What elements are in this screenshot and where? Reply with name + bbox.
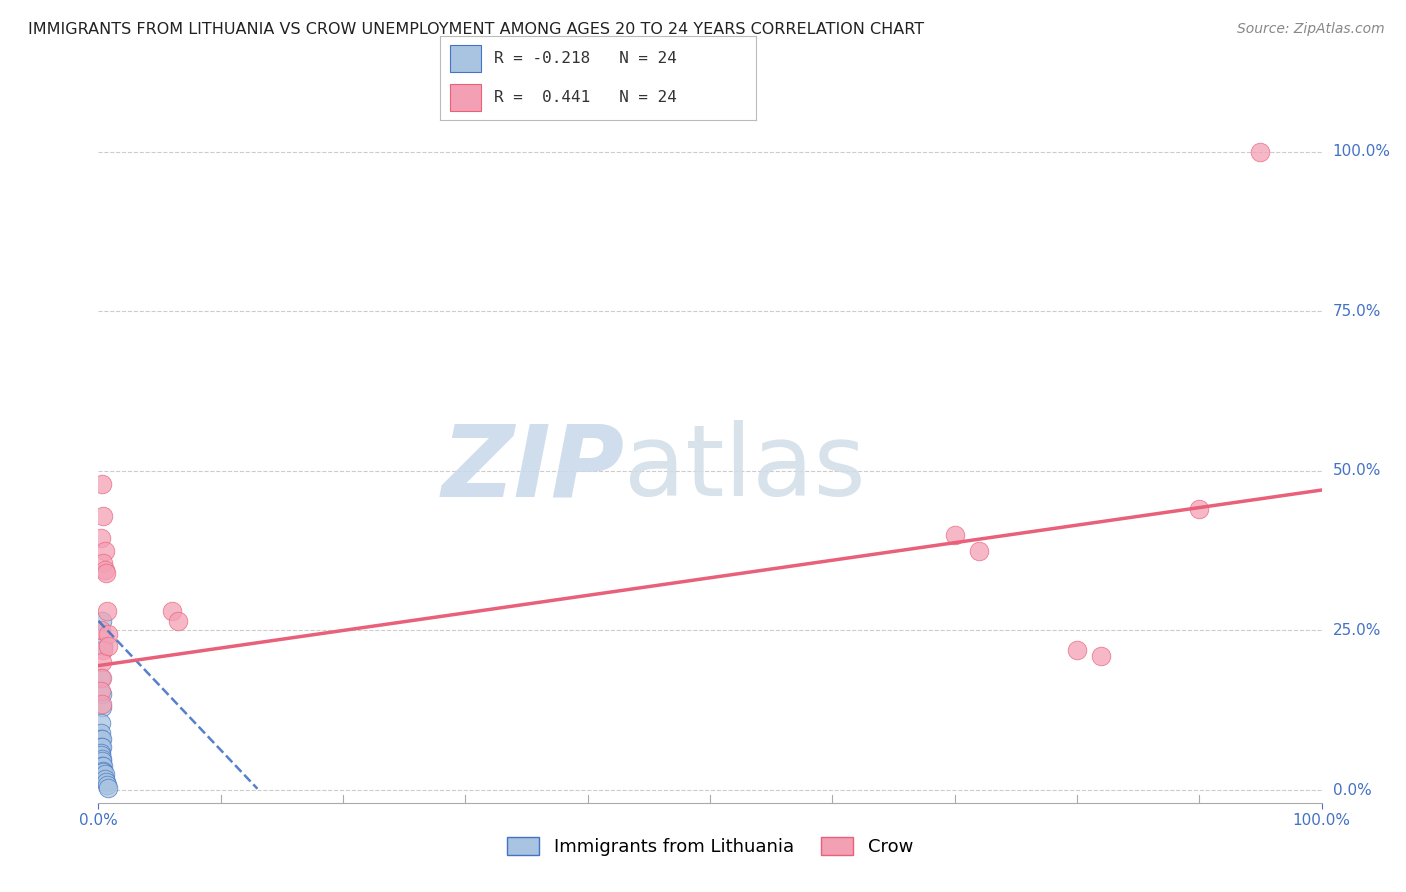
Point (91, 754, 114, 768)
Point (91, 614, 114, 628)
Point (97, 626, 120, 640)
Text: R =  0.441   N = 24: R = 0.441 N = 24 (494, 90, 676, 105)
Point (167, 614, 190, 628)
Point (91, 764, 114, 778)
Point (93, 563, 115, 577)
Point (1249, 145, 1271, 159)
Point (90, 684, 112, 698)
Point (90, 731, 112, 746)
Point (91, 557, 114, 571)
Point (91, 758, 114, 772)
Point (93, 772, 115, 786)
Text: 75.0%: 75.0% (1333, 304, 1381, 318)
Point (93, 543, 115, 558)
Text: 100.0%: 100.0% (1333, 145, 1391, 159)
Point (1090, 648, 1112, 663)
Point (90, 746, 112, 760)
Text: atlas: atlas (624, 420, 866, 517)
Legend: Immigrants from Lithuania, Crow: Immigrants from Lithuania, Crow (499, 830, 921, 863)
FancyBboxPatch shape (450, 45, 481, 72)
Text: ZIP: ZIP (441, 420, 624, 517)
Point (97, 781, 120, 796)
Point (94, 775, 117, 789)
Point (1066, 642, 1088, 657)
Point (91, 697, 114, 711)
Text: Source: ZipAtlas.com: Source: ZipAtlas.com (1237, 22, 1385, 37)
Point (90, 671, 112, 685)
Point (91, 640, 114, 654)
Point (96, 604, 118, 618)
Point (96, 778, 118, 792)
Point (94, 566, 117, 580)
Text: 50.0%: 50.0% (1333, 463, 1381, 478)
FancyBboxPatch shape (450, 84, 481, 112)
Point (91, 656, 114, 670)
Point (90, 747, 112, 762)
Point (943, 527, 966, 541)
Text: 0.0%: 0.0% (1333, 782, 1371, 797)
Text: R = -0.218   N = 24: R = -0.218 N = 24 (494, 51, 676, 66)
Point (91, 508, 114, 523)
Point (91, 700, 114, 714)
Point (91, 765, 114, 780)
Point (90, 531, 112, 545)
Point (91, 476, 114, 491)
Point (967, 543, 990, 558)
Point (160, 604, 183, 618)
Point (90, 739, 112, 754)
Point (91, 752, 114, 766)
Point (90, 716, 112, 731)
Point (97, 640, 120, 654)
Point (91, 739, 114, 754)
Point (93, 767, 115, 781)
Point (91, 758, 114, 772)
Point (91, 642, 114, 657)
Point (91, 731, 114, 746)
Point (1188, 502, 1211, 516)
Point (91, 671, 114, 685)
Point (91, 687, 114, 701)
Point (90, 624, 112, 638)
Text: IMMIGRANTS FROM LITHUANIA VS CROW UNEMPLOYMENT AMONG AGES 20 TO 24 YEARS CORRELA: IMMIGRANTS FROM LITHUANIA VS CROW UNEMPL… (28, 22, 924, 37)
Point (90, 725, 112, 739)
Text: 25.0%: 25.0% (1333, 623, 1381, 638)
